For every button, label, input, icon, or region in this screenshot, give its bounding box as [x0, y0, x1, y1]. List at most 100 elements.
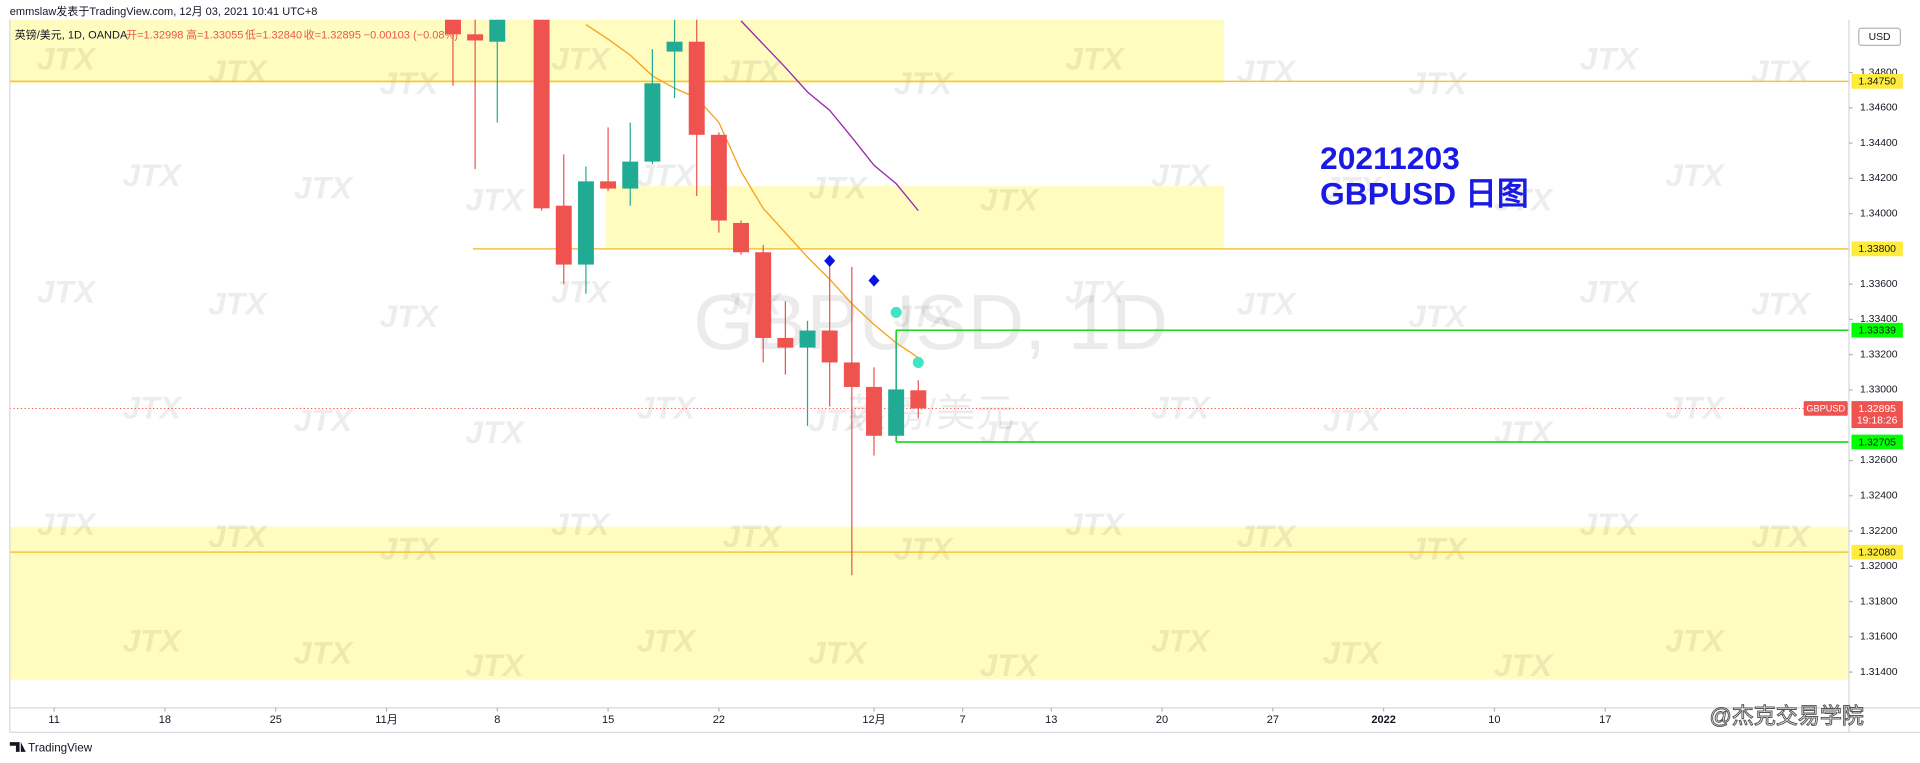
- logo-watermark: JTX: [551, 506, 611, 542]
- logo-watermark: JTX: [380, 530, 440, 566]
- footer-brand: TradingView: [28, 741, 93, 754]
- logo-watermark: JTX: [1065, 506, 1125, 542]
- logo-watermark: JTX: [894, 298, 954, 334]
- y-tick-label: 1.32600: [1860, 455, 1898, 466]
- x-tick-label: 22: [713, 714, 725, 726]
- logo-watermark: JTX: [37, 506, 97, 542]
- logo-watermark: JTX: [380, 298, 440, 334]
- logo-watermark: JTX: [122, 157, 182, 193]
- level-label: 1.34750: [1858, 77, 1896, 88]
- x-tick-label: 11月: [375, 714, 397, 726]
- y-tick-label: 1.31600: [1860, 632, 1898, 643]
- logo-watermark: JTX: [1408, 298, 1468, 334]
- candle-body: [577, 181, 594, 265]
- y-tick-label: 1.31800: [1860, 596, 1898, 607]
- logo-watermark: JTX: [551, 41, 611, 77]
- y-tick-label: 1.32200: [1860, 526, 1898, 537]
- candle-body: [489, 19, 506, 42]
- logo-watermark: JTX: [1322, 169, 1382, 205]
- logo-watermark: JTX: [1322, 402, 1382, 438]
- candle-body: [710, 134, 727, 221]
- logo-watermark: JTX: [37, 41, 97, 77]
- countdown: 19:18:26: [1857, 415, 1898, 426]
- annotation: 20211203: [1320, 140, 1460, 176]
- x-tick-label: 20: [1156, 714, 1168, 726]
- level-label: 1.32080: [1858, 548, 1896, 559]
- logo-watermark: JTX: [208, 518, 268, 554]
- plot: [9, 19, 1849, 576]
- logo-watermark: JTX: [122, 390, 182, 426]
- legend-close: 收=1.32895: [304, 27, 361, 41]
- x-tick-label: 17: [1599, 714, 1611, 726]
- logo-watermark: JTX: [1751, 53, 1811, 89]
- logo-watermark: JTX: [637, 390, 697, 426]
- y-tick-label: 1.33400: [1860, 314, 1898, 325]
- symbol-tag-label: GBPUSD: [1806, 403, 1845, 413]
- logo-watermark: JTX: [294, 635, 354, 671]
- level-badge: [1851, 241, 1903, 257]
- x-tick-label: 27: [1267, 714, 1279, 726]
- logo-watermark: JTX: [208, 53, 268, 89]
- author: emmslaw发表于TradingView.com, 12月 03, 2021 …: [10, 4, 318, 18]
- signal-marker: [868, 274, 880, 287]
- candle-body: [644, 83, 661, 162]
- moving-average: [585, 24, 919, 359]
- legend-symbol: 英镑/美元, 1D, OANDA: [15, 27, 128, 41]
- candle-body: [777, 337, 794, 348]
- logo-watermark: JTX: [294, 402, 354, 438]
- logo-watermark: JTX: [980, 414, 1040, 450]
- logo-watermark: JTX: [380, 65, 440, 101]
- x-tick-label: 12月: [862, 714, 885, 726]
- zone: [605, 186, 1225, 249]
- logo-watermark: JTX: [465, 414, 525, 450]
- candle-body: [467, 34, 484, 41]
- signal-marker: [890, 306, 902, 318]
- logo-watermark: JTX: [980, 182, 1040, 218]
- logo-watermark: JTX: [1408, 65, 1468, 101]
- y-tick-label: 1.33200: [1860, 349, 1898, 360]
- watermarks: JTX JTX JTX JTX JTX JTX JTX JTX JTX JTX JTX JTX JTX J…: [37, 41, 1811, 683]
- symbol-tag: [1803, 401, 1848, 416]
- logo-watermark: JTX: [1494, 414, 1554, 450]
- logo-watermark: JTX: [980, 647, 1040, 683]
- legend-open: 开=1.32998: [126, 29, 183, 41]
- price-badge: [1851, 401, 1903, 429]
- logo-watermark: JTX: [1751, 286, 1811, 322]
- candle-body: [821, 330, 838, 363]
- zone: [9, 19, 1225, 84]
- x-tick-label: 10: [1488, 714, 1500, 726]
- logo-watermark: JTX: [208, 286, 268, 322]
- logo-watermark: JTX: [722, 286, 782, 322]
- logo-watermark: JTX: [465, 182, 525, 218]
- annotation: GBPUSD 日图: [1320, 175, 1529, 211]
- currency-badge[interactable]: [1858, 27, 1902, 46]
- logo-watermark: JTX: [1494, 182, 1554, 218]
- x-tick-label: 18: [159, 714, 171, 726]
- candle-body: [888, 389, 905, 436]
- level-badge: [1851, 434, 1903, 450]
- logo-watermark: JTX: [894, 65, 954, 101]
- x-tick-label: 15: [602, 714, 614, 726]
- level-badge: [1851, 74, 1903, 89]
- candle-body: [755, 252, 772, 338]
- logo-watermark: JTX: [808, 402, 868, 438]
- level-label: 1.33800: [1858, 244, 1896, 255]
- logo-watermark: JTX: [808, 635, 868, 671]
- logo-watermark: JTX: [1665, 622, 1725, 658]
- legend-change: −0.00103 (−0.08%): [364, 29, 458, 41]
- legend-high: 高=1.33055: [186, 27, 243, 41]
- logo-watermark: JTX: [1494, 647, 1554, 683]
- axes: 1.31400 1.31600 1.31800 1.32000 1.32200 1.324…: [48, 67, 1903, 726]
- logo-watermark: JTX: [1580, 273, 1640, 309]
- candle-body: [843, 362, 860, 387]
- logo-watermark: JTX: [1237, 286, 1297, 322]
- candle-body: [799, 330, 816, 348]
- logo-watermark: JTX: [465, 647, 525, 683]
- logo-watermark: JTX: [294, 169, 354, 205]
- logo-watermark: JTX: [122, 622, 182, 658]
- x-tick-label: 7: [960, 714, 966, 726]
- x-tick-label: 13: [1045, 714, 1057, 726]
- legend-low: 低=1.32840: [245, 28, 302, 41]
